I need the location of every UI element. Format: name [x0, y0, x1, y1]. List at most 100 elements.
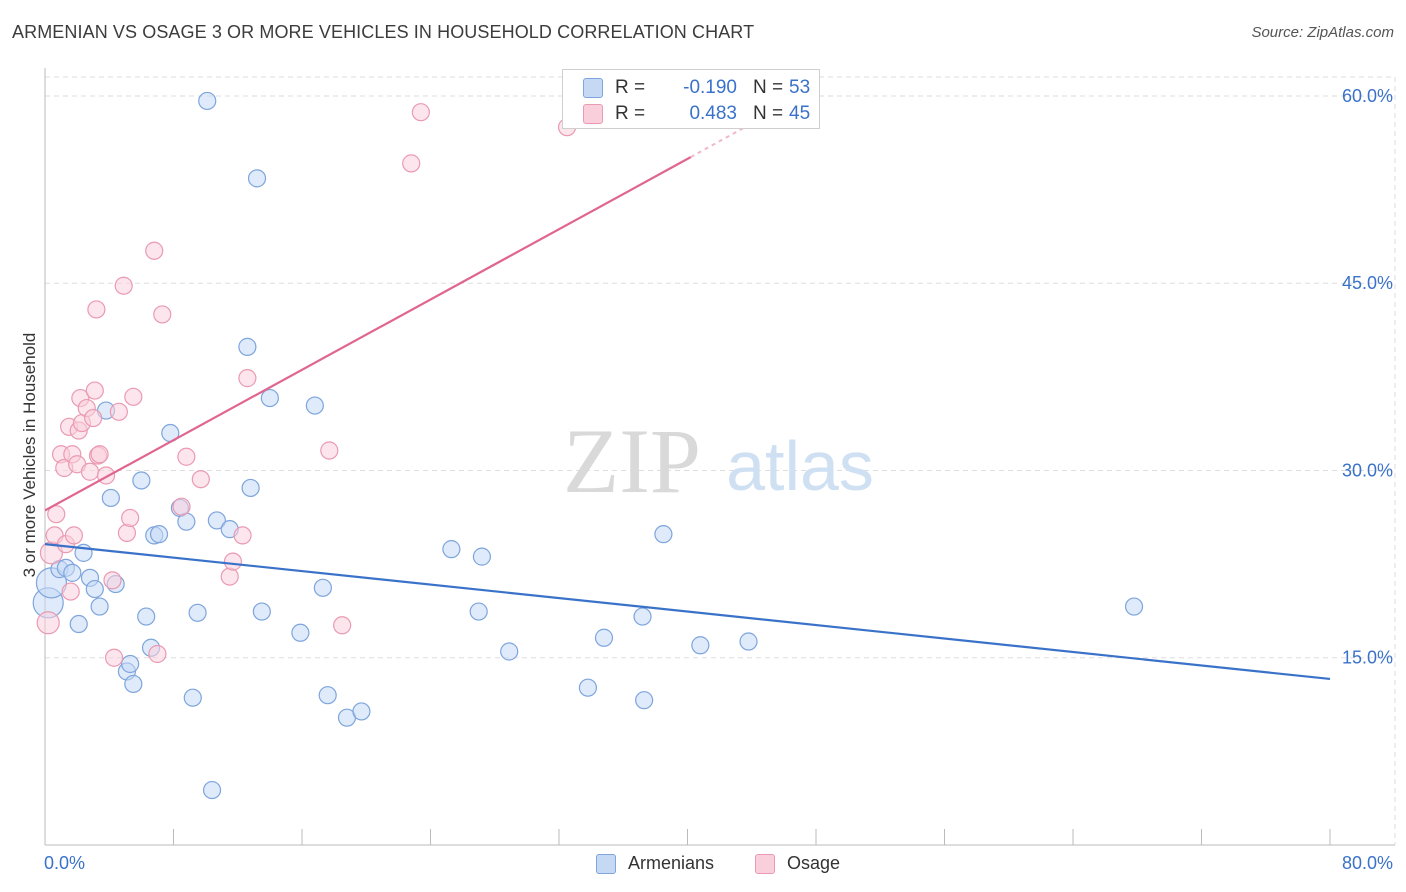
r-value: -0.190 [683, 77, 737, 98]
osage-point [85, 381, 104, 400]
armenians-point [69, 614, 88, 634]
n-value: 45 [789, 103, 811, 124]
armenians-point [633, 607, 652, 626]
armenians-point [207, 511, 226, 530]
armenians-point [149, 525, 169, 544]
armenians-point [238, 337, 257, 356]
osage-point [61, 582, 80, 601]
legend-label: Armenians [628, 853, 715, 873]
osage-point [114, 276, 133, 295]
osage-point [320, 441, 339, 460]
osage-point [124, 387, 143, 406]
armenians-point [252, 602, 271, 621]
armenians-point [241, 478, 260, 498]
armenians-point [318, 686, 337, 705]
osage-point [104, 648, 124, 667]
r-value: 0.483 [689, 103, 737, 124]
osage-point [80, 462, 100, 481]
armenians-point [188, 603, 207, 622]
y-tick-label: 45.0% [1342, 273, 1393, 293]
armenians-point [500, 642, 519, 661]
armenians-point [177, 512, 196, 531]
osage-point [64, 526, 84, 545]
osage-legend-swatch [755, 854, 775, 874]
osage-point [223, 552, 243, 571]
armenians-point [202, 780, 222, 800]
data-points [32, 91, 1144, 800]
tick-labels: 15.0% 30.0% 45.0% 60.0% 0.0% 80.0% [44, 86, 1393, 873]
armenians-point [313, 578, 332, 597]
n-label: N = [753, 77, 784, 98]
armenians-point [183, 688, 202, 707]
stats-box: R = -0.190 N = 53 R = 0.483 N = 45 [562, 69, 820, 129]
osage-point [238, 369, 257, 388]
r-label: R = [615, 77, 646, 98]
armenians-point [121, 654, 140, 674]
osage-point [220, 567, 239, 586]
osage-point [103, 571, 122, 590]
y-tick-label: 30.0% [1342, 460, 1393, 480]
trend-lines [44, 122, 1331, 681]
r-label: R = [615, 103, 646, 124]
osage-point [36, 611, 60, 635]
osage-point [177, 447, 196, 466]
armenians-point [291, 623, 310, 642]
y-tick-label: 15.0% [1342, 648, 1393, 668]
x-tick-label: 80.0% [1342, 853, 1393, 873]
y-axis-title: 3 or more Vehicles in Household [20, 332, 39, 578]
armenians-point [578, 678, 598, 697]
armenians-point [198, 91, 217, 111]
watermark-atlas: atlas [726, 427, 874, 505]
armenians-point [90, 597, 109, 616]
axes [44, 68, 1395, 846]
watermark-zip: ZIP [563, 410, 701, 512]
osage-point [84, 408, 103, 428]
armenians-point [469, 602, 488, 621]
armenians-swatch [583, 78, 603, 98]
osage-point [117, 523, 137, 543]
armenians-point [137, 607, 156, 626]
osage-point [172, 497, 191, 516]
armenians-point [442, 540, 461, 559]
osage-point [402, 154, 421, 173]
armenians-point [101, 488, 120, 508]
osage-point [411, 103, 430, 122]
n-value: 53 [789, 77, 811, 98]
armenians-point [472, 547, 491, 566]
armenians-point [260, 388, 279, 408]
armenians-point [1124, 597, 1144, 616]
armenians-point [132, 471, 151, 490]
armenians-legend-swatch [596, 854, 616, 874]
armenians-point [85, 579, 104, 599]
armenians-point [635, 691, 654, 710]
osage-point [148, 644, 167, 664]
osage-swatch [583, 104, 603, 124]
grid-lines [45, 76, 1396, 845]
osage-trend-line [44, 156, 692, 512]
armenians-point [305, 396, 324, 415]
y-tick-label: 60.0% [1342, 86, 1393, 106]
armenians-point [739, 632, 758, 651]
armenians-point [594, 628, 614, 647]
osage-point [121, 508, 140, 528]
armenians-point [247, 169, 267, 188]
osage-point [47, 505, 66, 524]
source-label: Source: ZipAtlas.com [1251, 24, 1394, 41]
armenians-point [352, 702, 371, 721]
osage-point [191, 470, 210, 489]
armenians-point [124, 674, 143, 694]
osage-point [90, 445, 109, 464]
osage-point [333, 616, 352, 635]
watermark: ZIP atlas [563, 410, 874, 512]
osage-trend-extension [690, 122, 753, 159]
osage-point [87, 300, 106, 319]
osage-point [153, 305, 172, 324]
n-label: N = [753, 103, 784, 124]
armenians-point [691, 636, 710, 655]
armenians-trend-line [44, 543, 1331, 681]
armenians-point [63, 563, 82, 582]
osage-point [145, 241, 164, 260]
osage-point [233, 526, 252, 545]
osage-point [109, 402, 128, 421]
chart-title: ARMENIAN VS OSAGE 3 OR MORE VEHICLES IN … [12, 22, 755, 42]
